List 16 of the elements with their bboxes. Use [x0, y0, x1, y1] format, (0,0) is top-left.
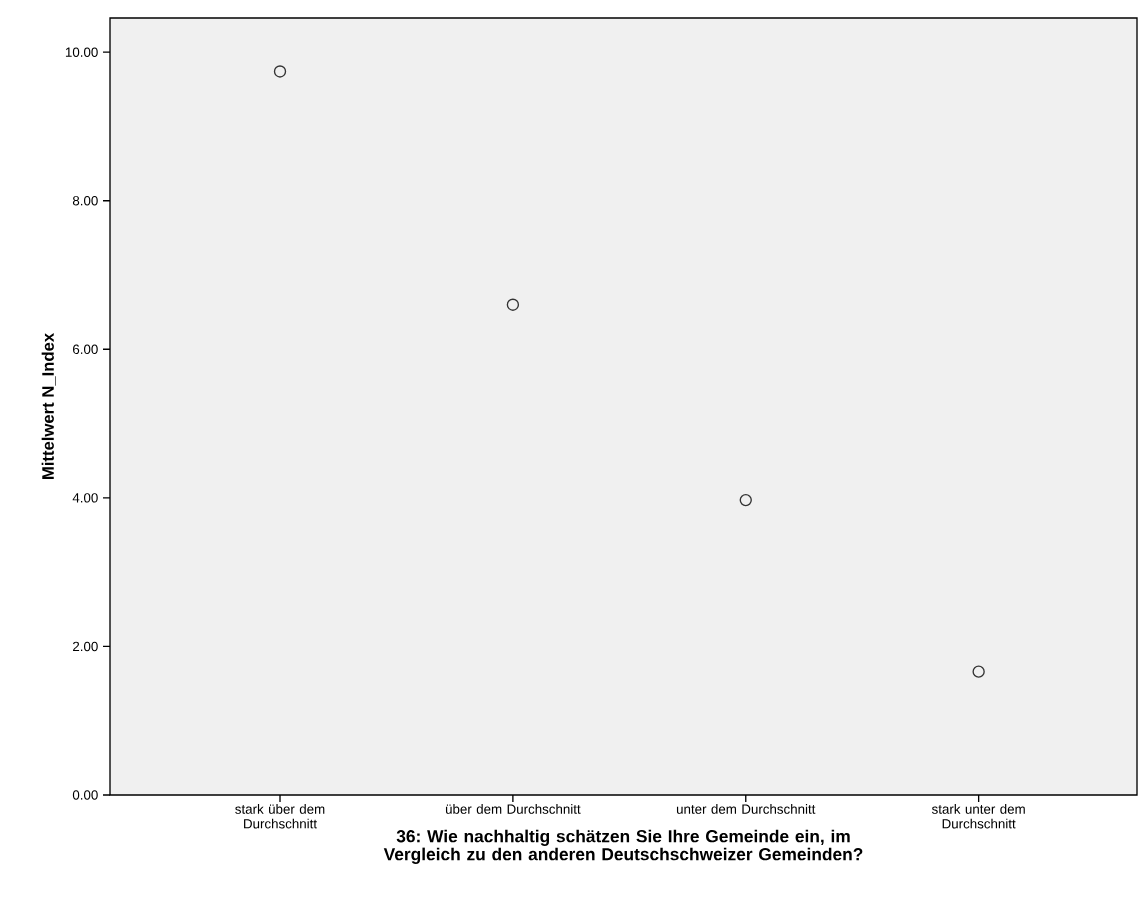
y-tick-label: 2.00 — [73, 641, 98, 652]
y-tick-label: 4.00 — [72, 493, 98, 503]
x-tick-label: stark über dem Durchschnitt — [235, 804, 325, 829]
y-tick-label: 0.00 — [72, 790, 98, 800]
y-axis-title: Mittelwert N_Index — [41, 333, 56, 479]
x-tick-label: über dem Durchschnitt — [445, 804, 581, 814]
point — [506, 298, 520, 311]
y-tick-label: 10.00 — [65, 47, 98, 57]
x-tick-label: stark unter dem Durchschnitt — [931, 804, 1025, 829]
x-tick-label: unter dem Durchschnitt — [676, 804, 816, 814]
point — [739, 493, 752, 507]
point — [972, 665, 985, 678]
point — [273, 65, 287, 78]
x-axis-title: 36: Wie nachhaltig schätzen Sie Ihre Gemeinde ein, im Vergleich zu den anderen Deutschschweizer Gemeinden? — [383, 829, 863, 864]
y-tick-label: 8.00 — [72, 196, 98, 206]
y-tick-label: 6.00 — [73, 344, 98, 354]
